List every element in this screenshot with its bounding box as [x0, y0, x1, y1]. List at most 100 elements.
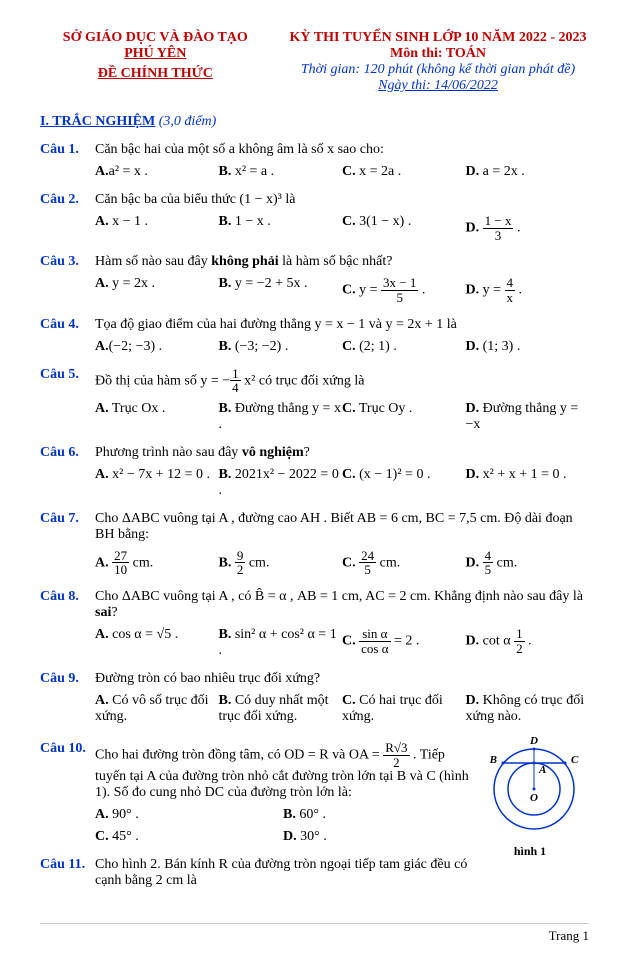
q4-label: Câu 4. — [40, 317, 95, 333]
header: SỞ GIÁO DỤC VÀ ĐÀO TẠO PHÚ YÊN ĐỀ CHÍNH … — [40, 30, 589, 94]
q10-opt-c: C. 45° . — [95, 829, 283, 845]
label-o: O — [530, 792, 538, 804]
q2-opt-b: B. 1 − x . — [219, 214, 343, 242]
q1-options: A.a² = x . B. x² = a . C. x = 2a . D. a … — [95, 164, 589, 180]
q2-options: A. x − 1 . B. 1 − x . C. 3(1 − x) . D. 1… — [95, 214, 589, 242]
question-1: Câu 1. Căn bậc hai của một số a không âm… — [40, 142, 589, 158]
question-6: Câu 6. Phương trình nào sau đây vô nghiệ… — [40, 445, 589, 461]
label-b: B — [489, 754, 497, 766]
q4-options: A.(−2; −3) . B. (−3; −2) . C. (2; 1) . D… — [95, 339, 589, 355]
figure-1: D B C A O hình 1 — [471, 729, 589, 859]
q10-opt-d: D. 30° . — [283, 829, 471, 845]
q9-opt-c: C. Có hai trục đối xứng. — [342, 693, 466, 725]
q7-opt-d: D. 45 cm. — [466, 549, 590, 577]
q8-label: Câu 8. — [40, 589, 95, 605]
section-pts: (3,0 điểm) — [159, 114, 217, 129]
header-right: KỲ THI TUYỂN SINH LỚP 10 NĂM 2022 - 2023… — [287, 30, 589, 94]
figure-caption: hình 1 — [471, 844, 589, 859]
q5-options: A. Trục Ox . B. Đường thẳng y = x . C. T… — [95, 401, 589, 433]
q7-text: Cho ΔABC vuông tại A , đường cao AH . Bi… — [95, 511, 589, 543]
q3-options: A. y = 2x . B. y = −2 + 5x . C. y = 3x −… — [95, 276, 589, 304]
subject: Môn thi: TOÁN — [287, 46, 589, 62]
q9-opt-a: A. Có vô số trục đối xứng. — [95, 693, 219, 725]
q5-opt-c: C. Trục Oy . — [342, 401, 466, 433]
section-name: I. TRẮC NGHIỆM — [40, 114, 155, 129]
q5-label: Câu 5. — [40, 367, 95, 383]
q2-opt-a: A. x − 1 . — [95, 214, 219, 242]
q3-opt-b: B. y = −2 + 5x . — [219, 276, 343, 304]
circles-diagram: D B C A O — [479, 729, 589, 839]
q3-opt-a: A. y = 2x . — [95, 276, 219, 304]
q9-opt-b: B. Có duy nhất một trục đối xứng. — [219, 693, 343, 725]
q4-opt-c: C. (2; 1) . — [342, 339, 466, 355]
q3-opt-d: D. y = 4x . — [466, 276, 590, 304]
q11-label: Câu 11. — [40, 857, 95, 873]
page-footer: Trang 1 — [40, 923, 589, 944]
q4-opt-b: B. (−3; −2) . — [219, 339, 343, 355]
doc-type: ĐỀ CHÍNH THỨC — [40, 66, 271, 82]
q10-label: Câu 10. — [40, 741, 95, 757]
q10-text: Cho hai đường tròn đồng tâm, có OD = R v… — [95, 741, 471, 801]
q6-opt-a: A. x² − 7x + 12 = 0 . — [95, 467, 219, 499]
q7-opt-c: C. 245 cm. — [342, 549, 466, 577]
q7-options: A. 2710 cm. B. 92 cm. C. 245 cm. D. 45 c… — [95, 549, 589, 577]
q6-opt-c: C. (x − 1)² = 0 . — [342, 467, 466, 499]
question-5: Câu 5. Đồ thị của hàm số y = −14 x² có t… — [40, 367, 589, 395]
q8-options: A. cos α = √5 . B. sin² α + cos² α = 1 .… — [95, 627, 589, 659]
q11-text: Cho hình 2. Bán kính R của đường tròn ng… — [95, 857, 471, 889]
q2-label: Câu 2. — [40, 192, 95, 208]
q9-label: Câu 9. — [40, 671, 95, 687]
q10-options-2: C. 45° . D. 30° . — [95, 829, 471, 845]
duration: Thời gian: 120 phút (không kể thời gian … — [287, 62, 589, 78]
section-title: I. TRẮC NGHIỆM (3,0 điểm) — [40, 114, 589, 130]
q6-opt-d: D. x² + x + 1 = 0 . — [466, 467, 590, 499]
q1-opt-a: A.a² = x . — [95, 164, 219, 180]
question-3: Câu 3. Hàm số nào sau đây không phải là … — [40, 254, 589, 270]
exam-title: KỲ THI TUYỂN SINH LỚP 10 NĂM 2022 - 2023 — [287, 30, 589, 46]
q9-options: A. Có vô số trục đối xứng. B. Có duy nhấ… — [95, 693, 589, 729]
q4-opt-d: D. (1; 3) . — [466, 339, 590, 355]
q5-opt-b: B. Đường thẳng y = x . — [219, 401, 343, 433]
question-11: Câu 11. Cho hình 2. Bán kính R của đường… — [40, 857, 471, 889]
q6-options: A. x² − 7x + 12 = 0 . B. 2021x² − 2022 =… — [95, 467, 589, 499]
q2-text: Căn bậc ba của biểu thức (1 − x)³ là — [95, 192, 589, 208]
q8-opt-d: D. cot α 12 . — [466, 627, 590, 659]
q5-opt-a: A. Trục Ox . — [95, 401, 219, 433]
q1-label: Câu 1. — [40, 142, 95, 158]
q5-opt-d: D. Đường thẳng y = −x — [466, 401, 590, 433]
question-4: Câu 4. Tọa độ giao điểm của hai đường th… — [40, 317, 589, 333]
org-line2: PHÚ YÊN — [40, 46, 271, 62]
q8-opt-b: B. sin² α + cos² α = 1 . — [219, 627, 343, 659]
org-line1: SỞ GIÁO DỤC VÀ ĐÀO TẠO — [40, 30, 271, 46]
q8-opt-c: C. sin αcos α = 2 . — [342, 627, 466, 659]
q5-text: Đồ thị của hàm số y = −14 x² có trục đối… — [95, 367, 589, 395]
question-8: Câu 8. Cho ΔABC vuông tại A , có B̂ = α … — [40, 589, 589, 621]
q3-label: Câu 3. — [40, 254, 95, 270]
q3-opt-c: C. y = 3x − 15 . — [342, 276, 466, 304]
q10-opt-a: A. 90° . — [95, 807, 283, 823]
q10-opt-b: B. 60° . — [283, 807, 471, 823]
q8-text: Cho ΔABC vuông tại A , có B̂ = α , AB = … — [95, 589, 589, 621]
label-c: C — [571, 754, 579, 766]
q7-label: Câu 7. — [40, 511, 95, 527]
q9-text: Đường tròn có bao nhiêu trục đối xứng? — [95, 671, 589, 687]
q1-opt-b: B. x² = a . — [219, 164, 343, 180]
q8-opt-a: A. cos α = √5 . — [95, 627, 219, 659]
q6-label: Câu 6. — [40, 445, 95, 461]
question-10: Câu 10. Cho hai đường tròn đồng tâm, có … — [40, 741, 471, 801]
q3-text: Hàm số nào sau đây không phải là hàm số … — [95, 254, 589, 270]
q4-opt-a: A.(−2; −3) . — [95, 339, 219, 355]
q10-options: A. 90° . B. 60° . — [95, 807, 471, 823]
q6-opt-b: B. 2021x² − 2022 = 0 . — [219, 467, 343, 499]
question-2: Câu 2. Căn bậc ba của biểu thức (1 − x)³… — [40, 192, 589, 208]
q1-text: Căn bậc hai của một số a không âm là số … — [95, 142, 589, 158]
header-left: SỞ GIÁO DỤC VÀ ĐÀO TẠO PHÚ YÊN ĐỀ CHÍNH … — [40, 30, 271, 94]
q2-opt-d: D. 1 − x3 . — [466, 214, 590, 242]
question-7: Câu 7. Cho ΔABC vuông tại A , đường cao … — [40, 511, 589, 543]
q1-opt-d: D. a = 2x . — [466, 164, 590, 180]
question-9: Câu 9. Đường tròn có bao nhiêu trục đối … — [40, 671, 589, 687]
q7-opt-b: B. 92 cm. — [219, 549, 343, 577]
q9-opt-d: D. Không có trục đối xứng nào. — [466, 693, 590, 725]
q7-opt-a: A. 2710 cm. — [95, 549, 219, 577]
q2-opt-c: C. 3(1 − x) . — [342, 214, 466, 242]
